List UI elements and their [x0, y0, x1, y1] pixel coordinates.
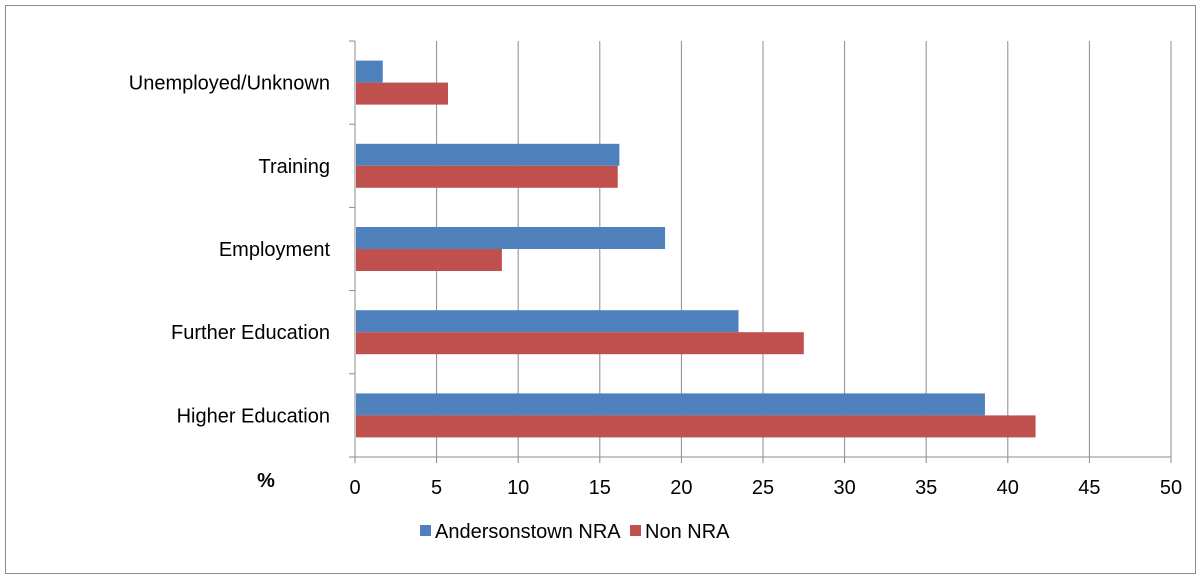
legend-label: Andersonstown NRA [435, 521, 621, 543]
bar-andersonstown-nra [356, 393, 985, 416]
bar-non-nra [356, 165, 618, 188]
axes [349, 40, 1172, 463]
x-tick-label: 20 [670, 477, 692, 499]
legend-swatch [420, 525, 431, 536]
category-label: Further Education [171, 322, 330, 344]
bar-non-nra [356, 415, 1036, 438]
category-label: Unemployed/Unknown [129, 73, 330, 95]
bar-andersonstown-nra [356, 310, 739, 333]
bar-non-nra [356, 249, 502, 271]
bar-non-nra [356, 332, 804, 355]
x-tick-labels: 0 5 10 15 20 25 30 35 40 45 50 [349, 477, 1182, 499]
x-tick-label: 10 [507, 477, 529, 499]
legend-swatch [630, 525, 641, 536]
bar-non-nra [356, 82, 449, 105]
bar-andersonstown-nra [356, 227, 666, 249]
category-label: Employment [219, 239, 331, 261]
x-tick-label: 15 [589, 477, 611, 499]
bar-andersonstown-nra [356, 143, 620, 166]
category-label: Higher Education [177, 405, 330, 427]
x-tick-label: 50 [1160, 477, 1182, 499]
legend: Andersonstown NRA Non NRA [420, 521, 730, 543]
bars [356, 60, 1036, 438]
gridlines [436, 41, 1172, 457]
x-tick-label: 40 [997, 477, 1019, 499]
x-axis-unit-label: % [257, 470, 275, 492]
x-tick-label: 0 [349, 477, 360, 499]
category-labels: Unemployed/Unknown Training Employment Furt… [129, 73, 331, 428]
category-label: Training [258, 156, 330, 178]
legend-label: Non NRA [645, 521, 730, 543]
x-tick-label: 5 [431, 477, 442, 499]
x-tick-label: 45 [1078, 477, 1100, 499]
chart-frame [5, 5, 1196, 574]
x-tick-label: 30 [833, 477, 855, 499]
bar-andersonstown-nra [356, 60, 383, 83]
x-tick-label: 35 [915, 477, 937, 499]
x-tick-label: 25 [752, 477, 774, 499]
